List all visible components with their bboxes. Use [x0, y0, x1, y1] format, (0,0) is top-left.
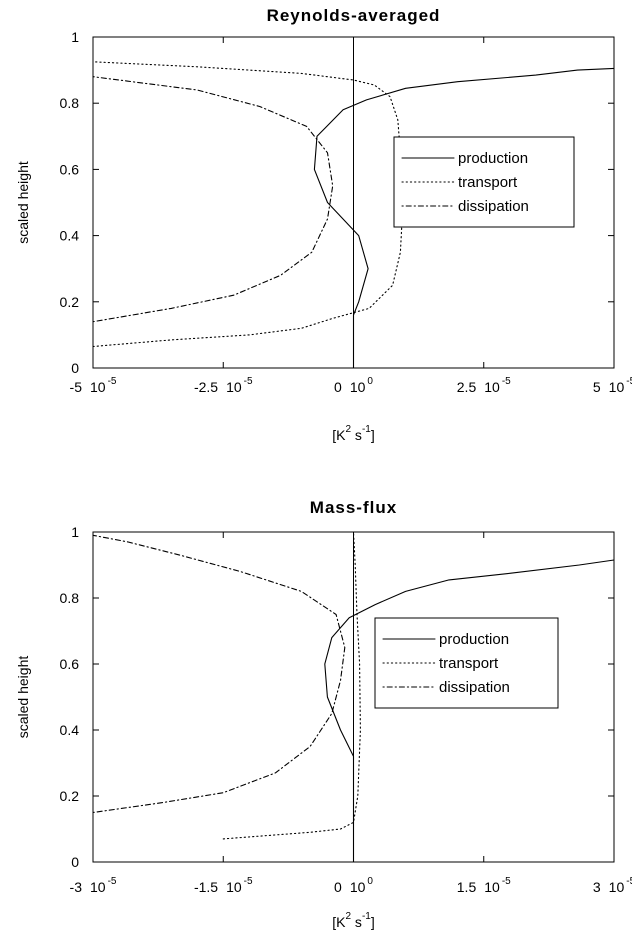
x-tick-mantissa: 0: [334, 379, 342, 395]
x-tick-exponent: -5: [108, 876, 117, 887]
x-label-exp1: 2: [345, 911, 351, 922]
chart-title: Reynolds-averaged: [267, 6, 441, 25]
x-tick-label: -3 10 -5: [70, 876, 117, 895]
x-tick-mantissa: 0: [334, 879, 342, 895]
y-tick-label: 0.6: [60, 161, 80, 177]
y-tick-label: 0.8: [60, 95, 80, 111]
legend: production transport dissipation: [393, 136, 575, 228]
series-line-production: [313, 67, 615, 369]
x-label-main: [K: [332, 427, 346, 443]
x-label-exp1: 2: [345, 424, 351, 435]
y-axis-label: scaled height: [15, 656, 31, 739]
x-tick-exponent: -5: [626, 876, 632, 887]
x-tick-label: 5 10-5: [593, 376, 632, 395]
y-tick-label: 0: [71, 360, 79, 376]
x-tick-mantissa: -2.5: [194, 379, 218, 395]
x-tick-exponent: 0: [367, 876, 373, 887]
x-tick-mantissa: -5: [70, 379, 83, 395]
series-line-transport: [92, 61, 404, 348]
x-tick-mantissa: -1.5: [194, 879, 218, 895]
x-label-exp2: -1: [362, 911, 371, 922]
x-label-mid: s: [351, 914, 362, 930]
x-tick-label: 3 10-5: [593, 876, 632, 895]
x-tick-exponent: -5: [244, 876, 253, 887]
legend-label-dissipation: dissipation: [458, 198, 529, 215]
x-axis-label: [K2 s-1]: [332, 424, 374, 443]
series-line-transport: [222, 531, 361, 840]
x-tick-exponent: -5: [626, 376, 632, 387]
series-line-dissipation: [92, 76, 334, 323]
y-tick-label: 0.4: [60, 228, 80, 244]
x-tick-base: 10: [226, 379, 242, 395]
x-label-end: ]: [371, 914, 375, 930]
legend-label-transport: transport: [439, 655, 499, 672]
x-tick-exponent: -5: [244, 376, 253, 387]
x-tick-base: 10: [350, 879, 366, 895]
series-line-production: [324, 559, 615, 863]
x-tick-base: 10: [350, 379, 366, 395]
x-tick-base: 10: [484, 879, 500, 895]
x-axis-label: [K2 s-1]: [332, 911, 374, 930]
x-tick-exponent: -5: [502, 876, 511, 887]
legend-label-dissipation: dissipation: [439, 679, 510, 696]
x-label-exp2: -1: [362, 424, 371, 435]
x-tick-exponent: 0: [367, 376, 373, 387]
y-tick-label: 0.8: [60, 590, 80, 606]
x-tick-exponent: -5: [108, 376, 117, 387]
x-tick-label: 1.5 10 -5: [457, 876, 511, 895]
legend-label-production: production: [458, 150, 528, 167]
legend-label-transport: transport: [458, 174, 518, 191]
series-line-dissipation: [92, 534, 346, 814]
x-tick-base: 10: [90, 879, 106, 895]
x-tick-label: -1.5 10 -5: [194, 876, 253, 895]
chart-title: Mass-flux: [310, 498, 397, 517]
x-label-mid: s: [351, 427, 362, 443]
y-tick-label: 1: [71, 524, 79, 540]
x-tick-mantissa: 1.5: [457, 879, 477, 895]
x-tick-base: 10: [90, 379, 106, 395]
x-tick-label: -5 10 -5: [70, 376, 117, 395]
y-tick-label: 0.2: [60, 788, 80, 804]
x-tick-label: 0 10 0: [334, 376, 373, 395]
x-tick-base: 10: [609, 379, 625, 395]
x-tick-base: 10: [609, 879, 625, 895]
y-tick-label: 1: [71, 29, 79, 45]
y-tick-label: 0: [71, 854, 79, 870]
x-tick-mantissa: 3: [593, 879, 601, 895]
x-label-end: ]: [371, 427, 375, 443]
y-tick-label: 0.4: [60, 722, 80, 738]
x-tick-mantissa: 5: [593, 379, 601, 395]
y-tick-label: 0.2: [60, 294, 80, 310]
legend-label-production: production: [439, 631, 509, 648]
x-tick-mantissa: -3: [70, 879, 83, 895]
x-tick-label: -2.5 10 -5: [194, 376, 253, 395]
x-tick-base: 10: [226, 879, 242, 895]
x-tick-label: 2.5 10 -5: [457, 376, 511, 395]
x-tick-exponent: -5: [502, 376, 511, 387]
x-tick-base: 10: [484, 379, 500, 395]
x-tick-mantissa: 2.5: [457, 379, 477, 395]
y-tick-label: 0.6: [60, 656, 80, 672]
x-label-main: [K: [332, 914, 346, 930]
legend: production transport dissipation: [374, 617, 559, 709]
y-axis-label: scaled height: [15, 161, 31, 244]
x-tick-label: 0 10 0: [334, 876, 373, 895]
